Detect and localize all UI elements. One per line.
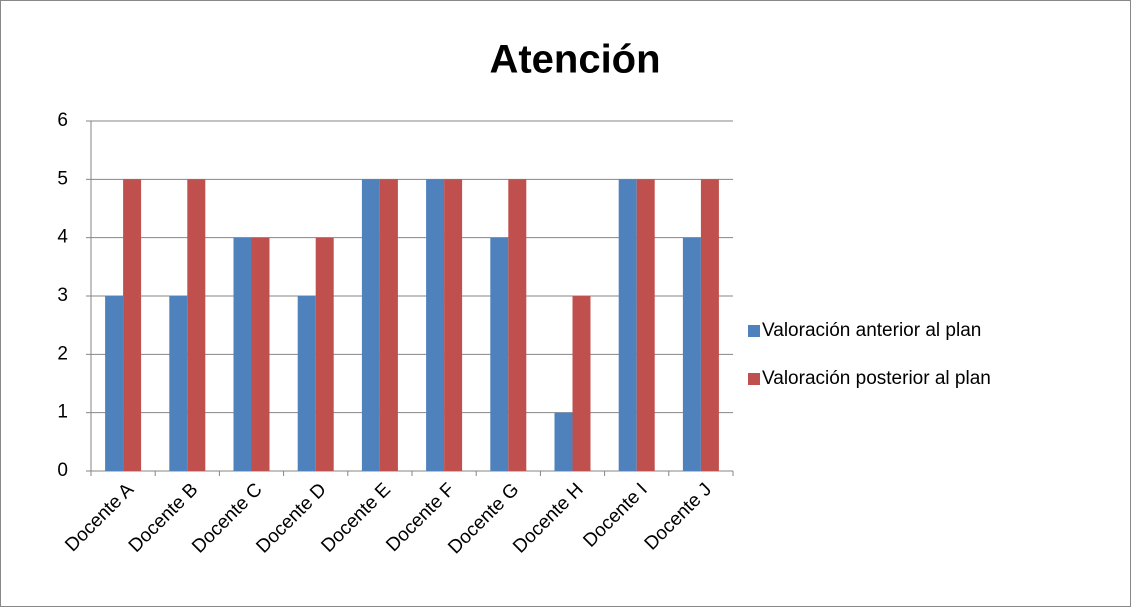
bar (233, 237, 252, 471)
legend-label: Valoración posterior al plan (762, 368, 991, 389)
bar (123, 179, 142, 472)
legend-swatch (748, 325, 760, 337)
y-tick-label: 6 (57, 110, 68, 131)
bar (315, 237, 334, 471)
bar (554, 412, 573, 471)
bar (444, 179, 463, 472)
bar (426, 179, 445, 472)
bar (490, 237, 509, 471)
bar (618, 179, 637, 472)
bar (572, 296, 591, 471)
bar (700, 179, 719, 472)
bar (361, 179, 380, 472)
bar (169, 296, 188, 471)
bar (508, 179, 527, 472)
y-tick-label: 2 (57, 343, 68, 364)
bar (682, 237, 701, 471)
chart-title: Atención (489, 38, 660, 82)
y-tick-label: 5 (57, 168, 68, 189)
bar (636, 179, 655, 472)
bar (105, 296, 124, 471)
bar (297, 296, 316, 471)
y-tick-label: 1 (57, 402, 68, 423)
bar (251, 237, 270, 471)
bar (379, 179, 398, 472)
y-tick-label: 0 (57, 460, 68, 481)
legend-swatch (748, 373, 760, 385)
bar (187, 179, 206, 472)
y-tick-label: 4 (57, 227, 68, 248)
legend-label: Valoración anterior al plan (762, 320, 981, 341)
y-tick-label: 3 (57, 285, 68, 306)
